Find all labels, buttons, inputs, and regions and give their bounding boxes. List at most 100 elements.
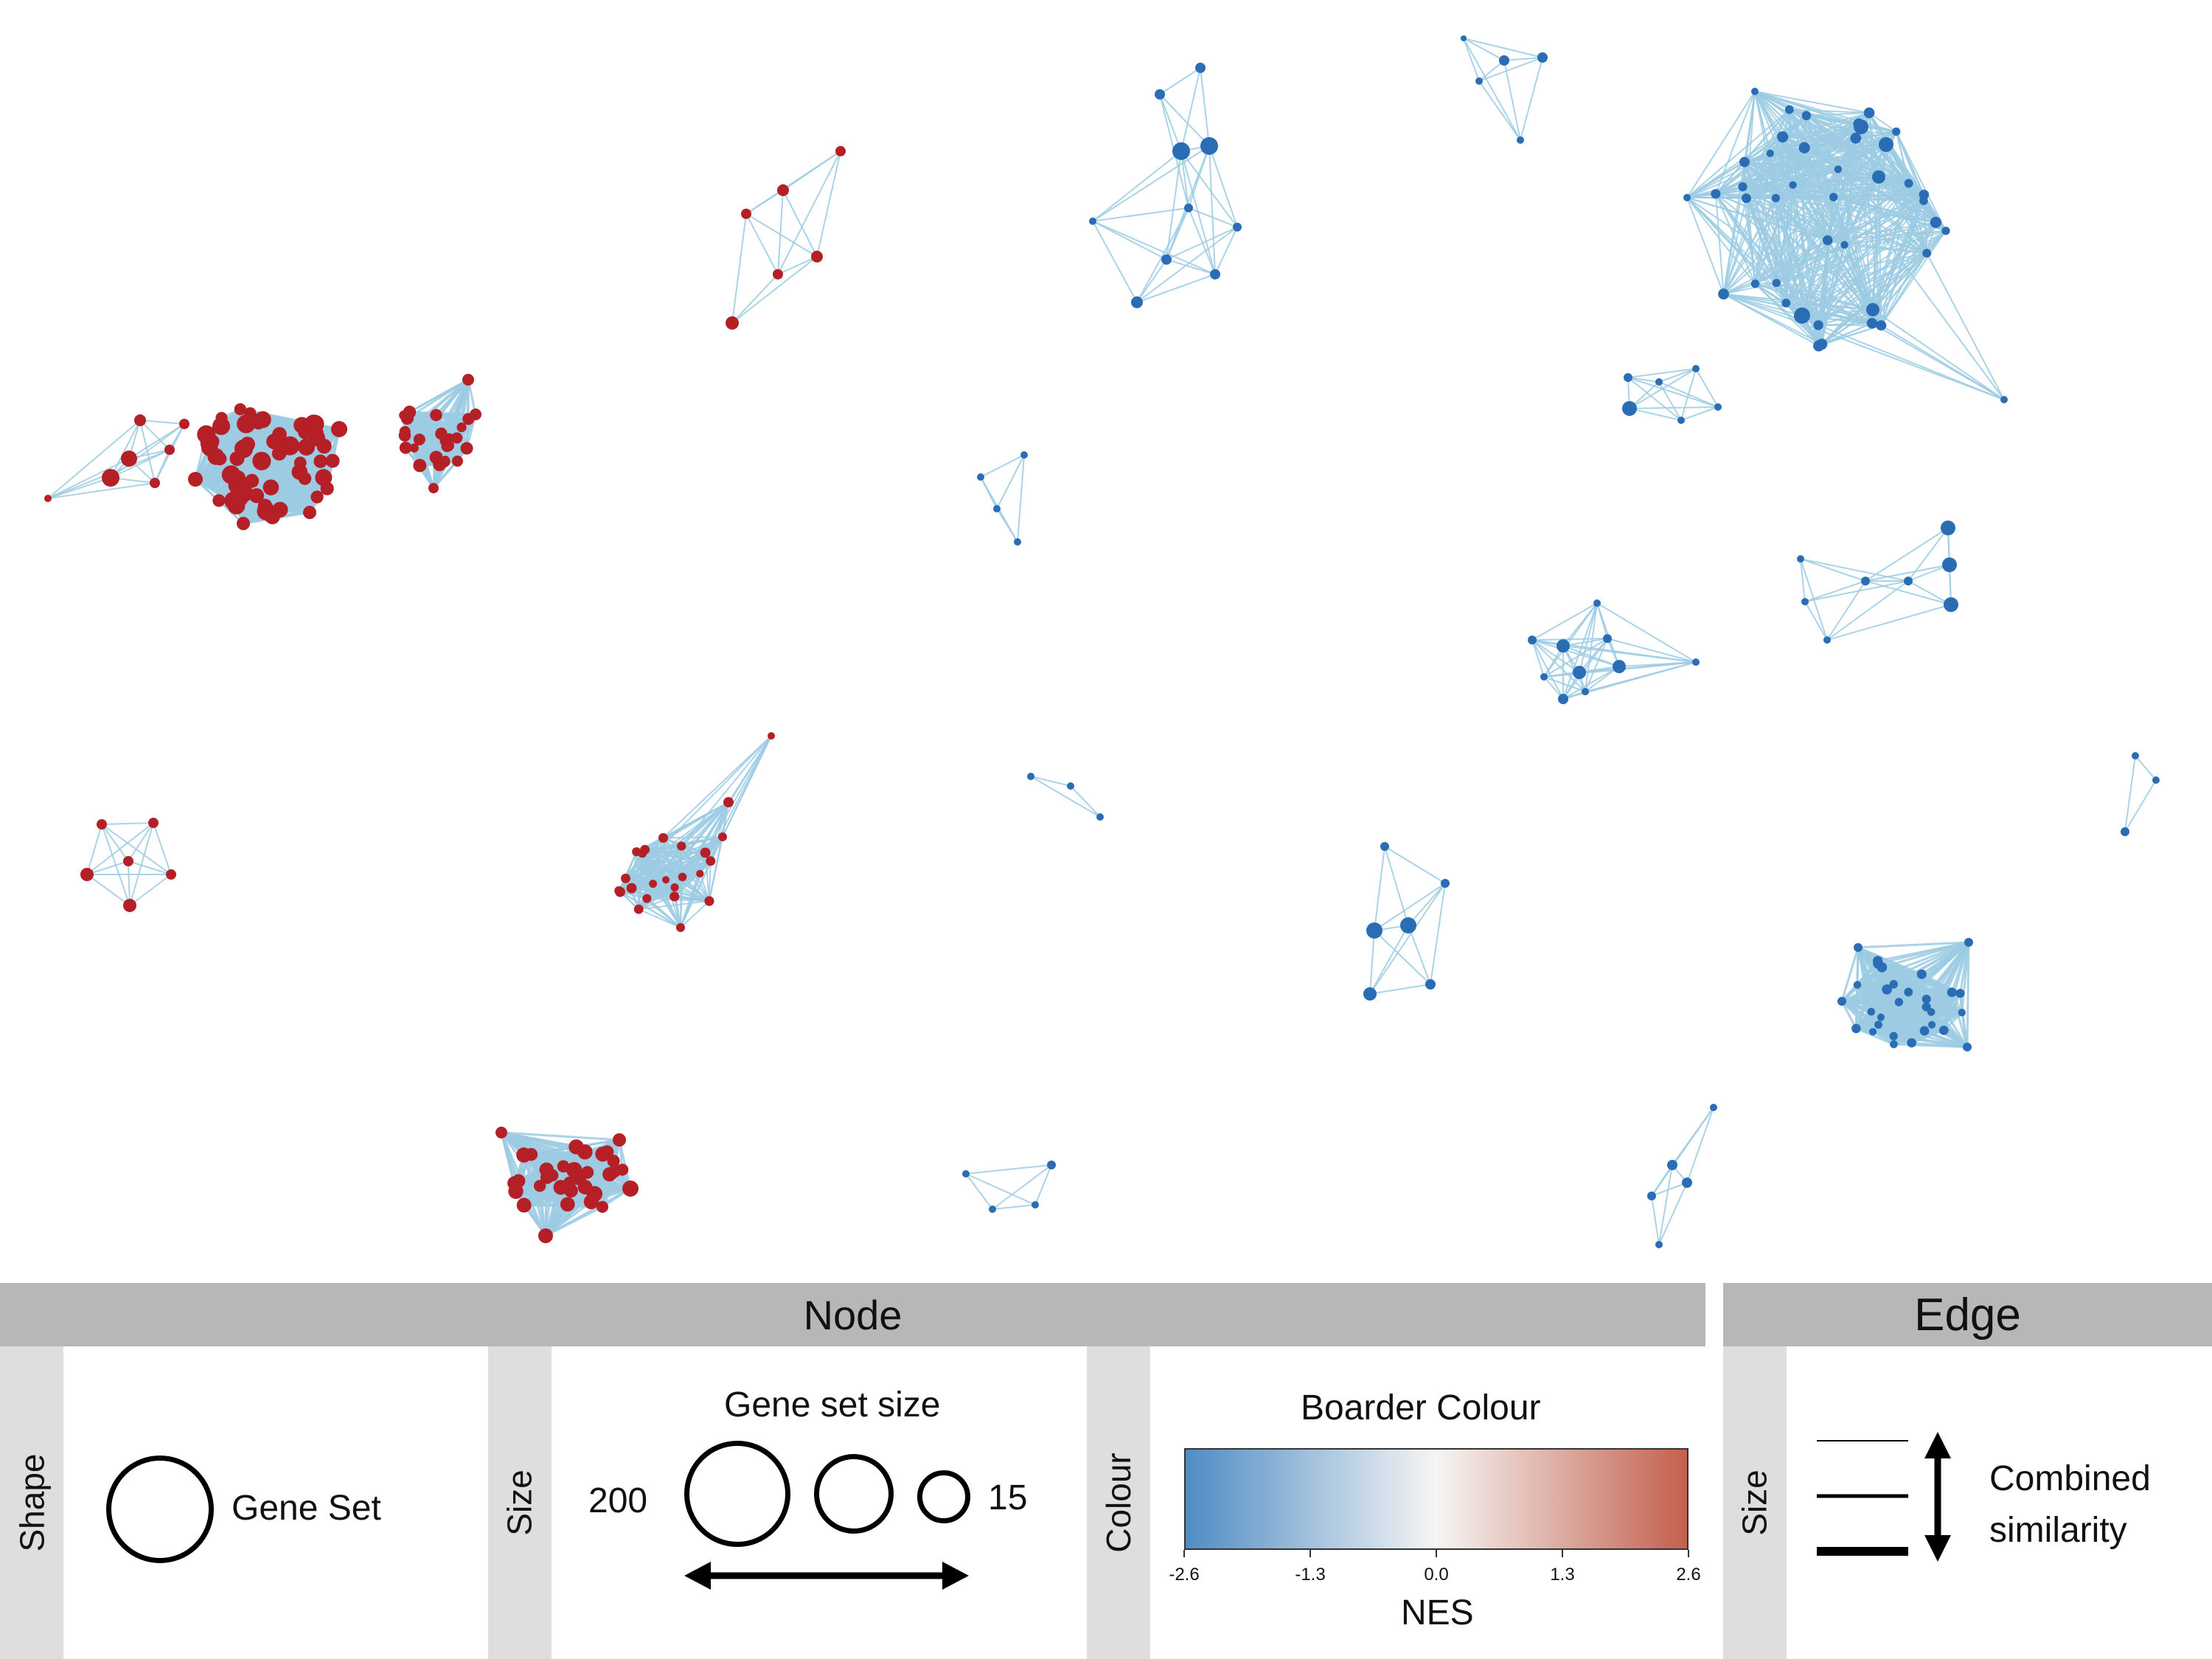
edges-layer — [47, 38, 2157, 1245]
gene-set-node — [399, 425, 411, 437]
similarity-edge — [86, 822, 154, 875]
large-node-size-icon — [684, 1441, 790, 1547]
blue-cluster-top-nodes — [1089, 63, 1242, 308]
similarity-edge — [1531, 602, 1598, 641]
gene-set-node — [1027, 773, 1034, 780]
similarity-edge — [1966, 942, 1970, 1048]
gene-set-node — [1794, 307, 1810, 324]
similarity-edge — [1744, 161, 1777, 199]
gene-set-node — [540, 1170, 554, 1184]
similarity-edge — [1166, 150, 1182, 260]
size-title: Gene set size — [724, 1385, 941, 1425]
gene-set-node — [325, 453, 340, 468]
similarity-edge — [1531, 639, 1545, 678]
similarity-edge — [1744, 108, 1790, 163]
gene-set-node — [1834, 165, 1843, 173]
similarity-edge — [618, 801, 729, 891]
gene-set-node — [1784, 105, 1794, 114]
gene-set-node — [1919, 196, 1928, 206]
gene-set-node — [1400, 917, 1416, 933]
similarity-edge — [1841, 941, 1969, 1003]
gene-set-node — [616, 1164, 629, 1176]
gene-set-node — [1014, 538, 1021, 546]
similarity-edge — [1857, 947, 1900, 1003]
gene-set-node — [633, 904, 644, 914]
edge-width-lines-icon — [1817, 1432, 1951, 1562]
similarity-edge — [1166, 226, 1238, 260]
similarity-edge — [1092, 150, 1182, 222]
similarity-edge — [1872, 230, 1947, 310]
similarity-edge — [638, 908, 681, 928]
shape-label: Gene Set — [232, 1489, 381, 1528]
similarity-edge — [1754, 91, 1777, 198]
similarity-edge — [1430, 883, 1446, 985]
gene-set-node — [1907, 1037, 1916, 1048]
blue-cluster-center-east-nodes — [1528, 599, 1700, 704]
similarity-edge — [1877, 941, 1969, 962]
gene-set-node — [1750, 279, 1760, 288]
similarity-edge — [1742, 131, 1897, 188]
colour-side-label: Colour — [1087, 1346, 1150, 1659]
size-side-label: Size — [488, 1346, 552, 1659]
similarity-edge — [618, 836, 723, 891]
gene-set-node — [596, 1200, 609, 1213]
gene-set-node — [741, 209, 751, 219]
gene-set-node — [1655, 1241, 1663, 1248]
similarity-edge — [1723, 282, 1777, 295]
size-min-label: 15 — [988, 1478, 1028, 1517]
gene-set-node — [1798, 142, 1810, 153]
gene-set-node — [669, 891, 680, 902]
gene-set-node — [315, 469, 333, 487]
similarity-edge — [1742, 186, 1803, 316]
gene-set-node — [577, 1180, 593, 1194]
similarity-edge — [618, 735, 772, 891]
similarity-edge — [1408, 883, 1446, 926]
similarity-edge — [257, 422, 311, 513]
similarity-edge — [1895, 131, 1924, 201]
gene-set-node — [1692, 658, 1700, 666]
similarity-edge — [1627, 368, 1697, 378]
similarity-edge — [1520, 57, 1543, 141]
gene-set-node — [1366, 922, 1382, 939]
similarity-edge — [2124, 779, 2157, 832]
similarity-edge — [1200, 67, 1210, 147]
gene-set-node — [1938, 1026, 1949, 1035]
similarity-edge — [673, 836, 723, 897]
gene-set-node — [1540, 673, 1548, 681]
gene-set-node — [252, 451, 271, 470]
similarity-edge — [1543, 676, 1586, 692]
gene-set-node — [1537, 52, 1548, 63]
gene-set-node — [399, 441, 412, 454]
similarity-edge — [1166, 145, 1210, 260]
gene-set-node — [1718, 288, 1729, 300]
nes-tick-mark — [1310, 1550, 1311, 1557]
similarity-edge — [1531, 638, 1608, 641]
similarity-edge — [129, 874, 172, 906]
gene-set-node — [251, 416, 265, 430]
similarity-edge — [1543, 602, 1598, 678]
gene-set-node — [1867, 1007, 1876, 1016]
similarity-edge — [1159, 94, 1210, 147]
gene-set-node — [1089, 218, 1096, 225]
similarity-edge — [1775, 197, 1924, 202]
gene-set-node — [2132, 752, 2139, 759]
similarity-edge — [1840, 1001, 1857, 1029]
nodes-layer — [44, 35, 2160, 1248]
gene-set-node — [470, 408, 481, 420]
gene-set-node — [313, 454, 327, 468]
similarity-edge — [501, 1131, 620, 1141]
similarity-edge — [1585, 661, 1697, 692]
gene-set-node — [1892, 127, 1901, 136]
gene-set-node — [534, 1180, 546, 1192]
similarity-edge — [1895, 131, 1947, 232]
gene-set-node — [642, 894, 652, 903]
gene-set-node — [1461, 35, 1467, 41]
similarity-edge — [128, 423, 185, 459]
gene-set-node — [298, 425, 313, 439]
similarity-edge — [1827, 200, 1924, 241]
gene-set-node — [1647, 1192, 1656, 1200]
gene-set-node — [622, 1180, 639, 1197]
similarity-edge — [1034, 1164, 1052, 1206]
gene-set-node — [1894, 998, 1904, 1006]
similarity-edge — [1562, 645, 1620, 667]
